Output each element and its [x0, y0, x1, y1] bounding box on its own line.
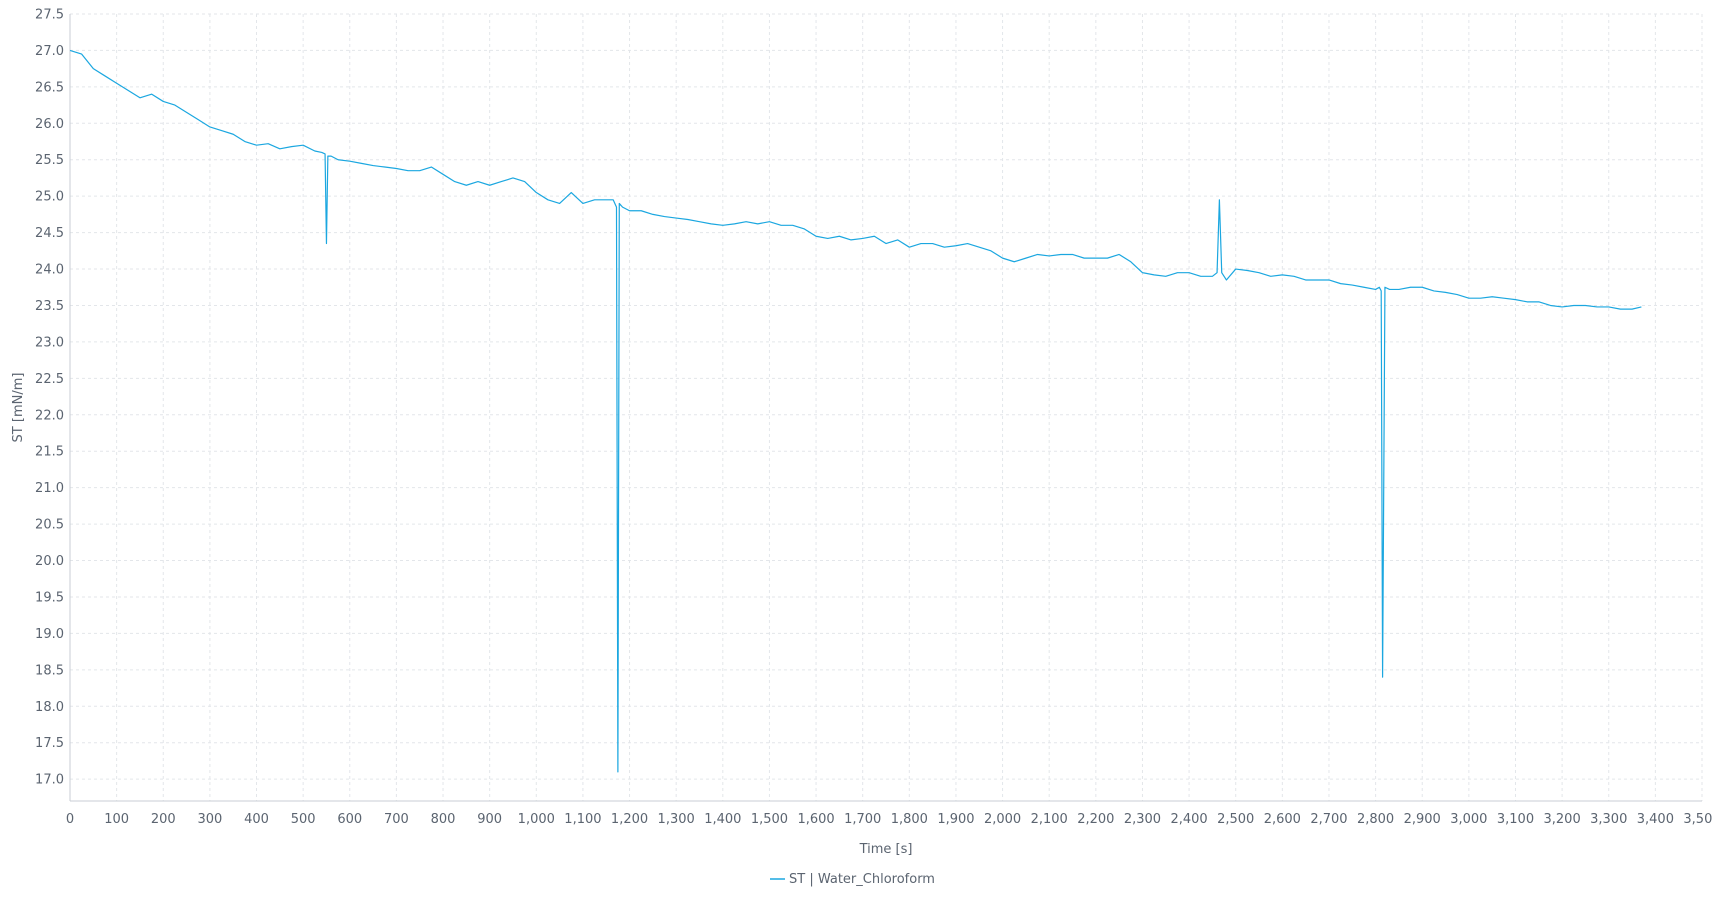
x-tick-label: 300	[197, 812, 222, 827]
x-tick-label: 2,700	[1310, 812, 1347, 827]
legend-label: ST | Water_Chloroform	[789, 872, 935, 887]
axes	[69, 14, 1702, 802]
x-tick-label: 1,600	[797, 812, 834, 827]
y-tick-label: 22.5	[35, 372, 64, 387]
x-tick-label: 3,000	[1450, 812, 1487, 827]
x-tick-label: 0	[66, 812, 74, 827]
y-tick-label: 19.5	[35, 590, 64, 605]
x-tick-label: 1,800	[891, 812, 928, 827]
x-tick-label: 1,200	[611, 812, 648, 827]
x-tick-label: 2,800	[1357, 812, 1394, 827]
y-tick-label: 21.0	[35, 481, 64, 496]
y-tick-label: 17.5	[35, 736, 64, 751]
series-layer	[69, 49, 1642, 773]
y-tick-label: 26.5	[35, 80, 64, 95]
y-tick-label: 24.0	[35, 263, 64, 278]
x-tick-label: 1,500	[751, 812, 788, 827]
x-tick-label: 400	[244, 812, 269, 827]
x-axis-ticks: 0 100 200 300 400 500 600 700 800 900 1,000 1,100 1,…	[66, 812, 1712, 827]
y-tick-label: 25.0	[35, 190, 64, 205]
y-tick-label: 20.0	[35, 554, 64, 569]
y-axis-title: ST [mN/m]	[11, 373, 26, 443]
x-tick-label: 200	[151, 812, 176, 827]
x-tick-label: 1,700	[844, 812, 881, 827]
x-tick-label: 1,900	[937, 812, 974, 827]
x-tick-label: 500	[291, 812, 316, 827]
y-tick-label: 17.0	[35, 773, 64, 788]
x-tick-label: 2,200	[1077, 812, 1114, 827]
y-tick-label: 23.0	[35, 335, 64, 350]
x-tick-label: 2,900	[1404, 812, 1441, 827]
x-tick-label: 3,400	[1637, 812, 1674, 827]
y-tick-label: 22.0	[35, 408, 64, 423]
x-tick-label: 600	[337, 812, 362, 827]
y-tick-label: 19.0	[35, 627, 64, 642]
x-tick-label: 1,000	[518, 812, 555, 827]
y-tick-label: 27.5	[35, 8, 64, 23]
y-tick-label: 25.5	[35, 153, 64, 168]
x-tick-label: 3,100	[1497, 812, 1534, 827]
x-tick-label: 1,300	[658, 812, 695, 827]
series-line[interactable]	[69, 49, 1642, 773]
legend[interactable]: ST | Water_Chloroform	[770, 872, 935, 887]
x-tick-label: 1,400	[704, 812, 741, 827]
y-tick-label: 21.5	[35, 445, 64, 460]
grid	[69, 13, 1703, 801]
x-tick-label: 1,100	[564, 812, 601, 827]
y-tick-label: 20.5	[35, 518, 64, 533]
x-tick-label: 100	[104, 812, 129, 827]
x-tick-label: 2,300	[1124, 812, 1161, 827]
x-tick-label: 2,500	[1217, 812, 1254, 827]
y-tick-label: 26.0	[35, 117, 64, 132]
y-axis-ticks: 17.0 17.5 18.0 18.5 19.0 19.5 20.0 20.5 21.0 21.5…	[35, 8, 64, 788]
x-tick-label: 700	[384, 812, 409, 827]
y-tick-label: 23.5	[35, 299, 64, 314]
x-tick-label: 3,300	[1590, 812, 1627, 827]
x-tick-label: 2,000	[984, 812, 1021, 827]
y-tick-label: 18.5	[35, 663, 64, 678]
y-tick-label: 27.0	[35, 44, 64, 59]
x-tick-label: 2,600	[1264, 812, 1301, 827]
x-tick-label: 2,100	[1031, 812, 1068, 827]
y-tick-label: 24.5	[35, 226, 64, 241]
x-axis-title: Time [s]	[859, 842, 913, 857]
x-tick-label: 2,400	[1170, 812, 1207, 827]
x-tick-label: 900	[477, 812, 502, 827]
x-tick-label: 3,500	[1683, 812, 1712, 827]
x-tick-label: 3,200	[1544, 812, 1581, 827]
y-tick-label: 18.0	[35, 700, 64, 715]
x-tick-label: 800	[431, 812, 456, 827]
